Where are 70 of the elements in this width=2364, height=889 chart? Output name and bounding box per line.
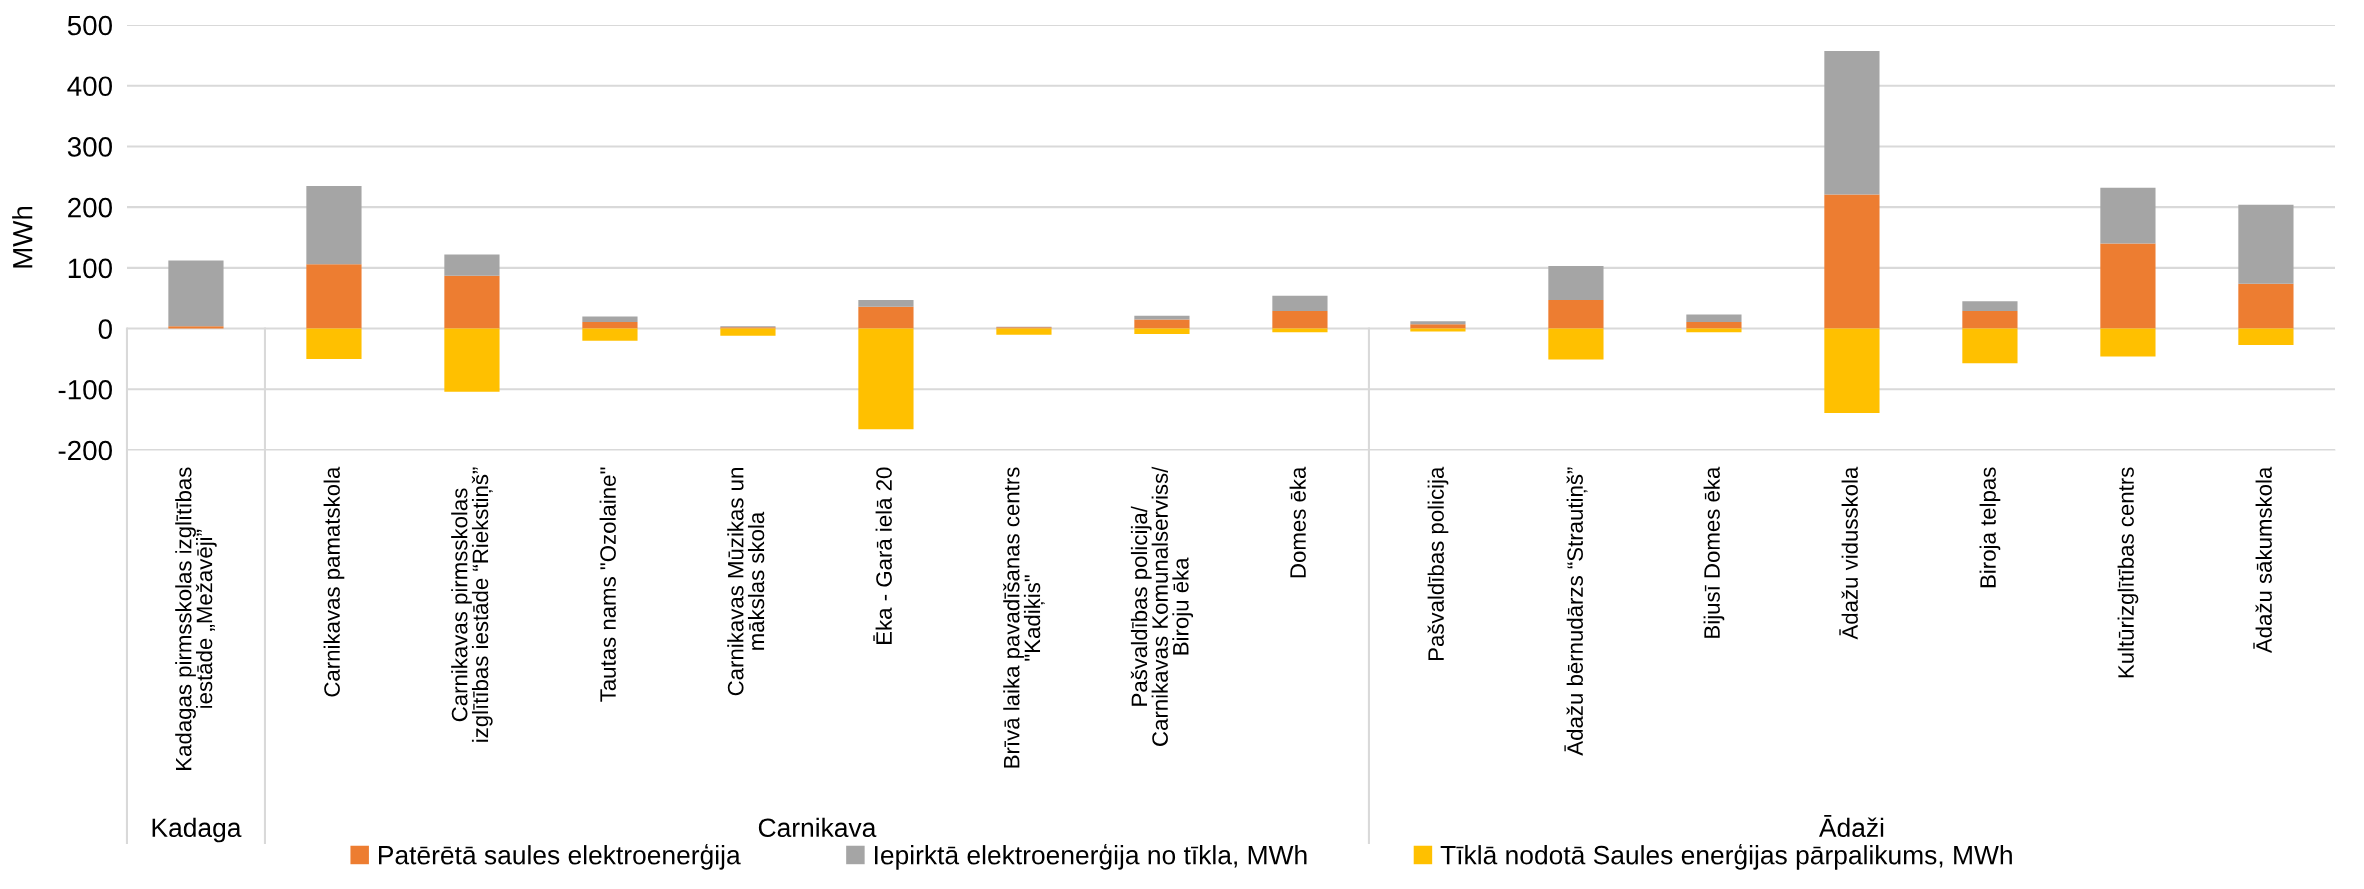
bar bbox=[2100, 243, 2156, 329]
bar bbox=[1962, 310, 2018, 329]
y-tick-label: 400 bbox=[67, 76, 112, 97]
x-tick-label: Ādažu bērnudārzs “Strautiņš” bbox=[1564, 467, 1588, 756]
bar bbox=[1410, 328, 1466, 332]
bar bbox=[1548, 300, 1604, 329]
bar bbox=[2238, 204, 2294, 284]
y-tick-label: -100 bbox=[58, 379, 112, 400]
x-tick-label: Brīvā laika pavadīšanas centrs "Kadiķis" bbox=[1003, 467, 1045, 768]
bar bbox=[1134, 319, 1190, 329]
x-tick-label: Bijusī Domes ēka bbox=[1703, 466, 1725, 638]
bar bbox=[1962, 301, 2018, 311]
bar bbox=[2238, 283, 2294, 329]
bar bbox=[168, 326, 224, 329]
bar bbox=[1548, 266, 1604, 301]
bar bbox=[1410, 321, 1466, 325]
bar bbox=[1686, 314, 1742, 322]
y-tick-label: 200 bbox=[68, 197, 112, 218]
x-tick-label: Carnikavas pamatskola bbox=[323, 466, 345, 697]
legend-label: Patērētā saules elektroenerģija bbox=[379, 844, 741, 870]
bar bbox=[444, 275, 500, 329]
bar bbox=[582, 328, 638, 341]
x-tick-label: Biroja telpas bbox=[1979, 467, 2001, 588]
x-tick-label: Kadagas pirmsskolas izglītības iestāde „Mežavēji” bbox=[175, 467, 217, 770]
y-tick-label: -200 bbox=[58, 440, 112, 461]
x-tick-label: Tautas nams "Ozolaine" bbox=[599, 467, 616, 702]
x-tick-label: Carnikavas Mūzikas un mākslas skola bbox=[727, 468, 765, 696]
bar bbox=[306, 264, 362, 329]
bar bbox=[720, 328, 776, 336]
bar bbox=[444, 254, 500, 276]
bar bbox=[858, 300, 914, 307]
bar bbox=[582, 316, 638, 322]
bar bbox=[306, 185, 362, 265]
bar bbox=[1410, 324, 1466, 329]
x-tick-label: Kultūrizglītības centrs bbox=[2117, 467, 2139, 678]
bar bbox=[1548, 328, 1604, 360]
y-tick-label: 100 bbox=[68, 258, 112, 279]
x-tick-label: Pašvaldības policija bbox=[1427, 466, 1449, 661]
y-tick-label: 500 bbox=[67, 15, 112, 36]
text: Kadaga bbox=[152, 817, 242, 843]
bar bbox=[2100, 187, 2156, 244]
bar bbox=[1272, 310, 1328, 329]
bar bbox=[582, 321, 638, 329]
bar bbox=[168, 260, 224, 327]
bar bbox=[1272, 295, 1328, 311]
bar bbox=[1962, 328, 2018, 364]
x-tick-label: Pašvaldības policija/ Carnikavas Komunalserviss/ Biroju ēka bbox=[1130, 466, 1194, 746]
bar bbox=[2100, 328, 2156, 357]
bar bbox=[2238, 328, 2294, 345]
bar bbox=[1824, 328, 1880, 413]
bar bbox=[1824, 51, 1880, 195]
x-tick-label: Domes ēka bbox=[1289, 466, 1306, 578]
text: Ādaži bbox=[1818, 815, 1884, 838]
bar bbox=[858, 328, 914, 430]
y-tick-label: 0 bbox=[98, 319, 112, 339]
bar bbox=[858, 306, 914, 329]
bar bbox=[1686, 321, 1742, 329]
y-axis-title: MWh bbox=[12, 206, 33, 268]
x-tick-label: Ādažu vidusskola bbox=[1839, 466, 1858, 640]
bar bbox=[306, 328, 362, 359]
legend-label: Tīklā nodotā Saules enerģijas pārpalikums, MWh bbox=[1440, 844, 2012, 870]
x-tick-label: Carnikavas pirmsskolas izglītības iestāde “Riekstiņš” bbox=[451, 467, 493, 742]
bar bbox=[444, 328, 500, 392]
bar bbox=[1134, 328, 1190, 335]
bar bbox=[1824, 194, 1880, 329]
text: Carnikava bbox=[758, 817, 877, 838]
legend-label: Iepirktā elektroenerģija no tīkla, MWh bbox=[875, 844, 1307, 870]
x-tick-label: Ādažu sākumskola bbox=[2253, 466, 2272, 654]
x-tick-label: Ēka - Garā ielā 20 bbox=[873, 467, 892, 644]
y-tick-label: 300 bbox=[67, 137, 112, 157]
